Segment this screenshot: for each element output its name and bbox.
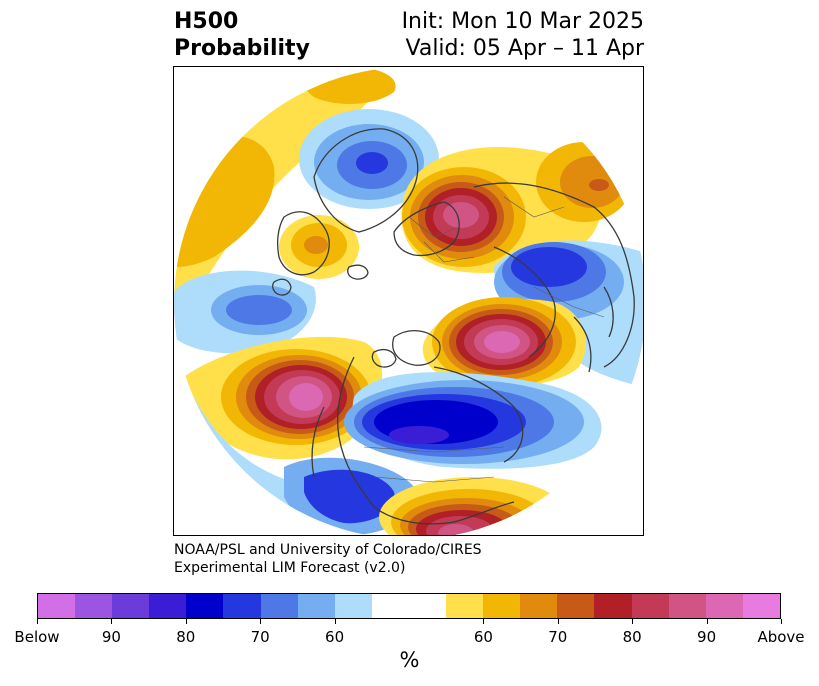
colorbar-tick-label: 60	[473, 628, 493, 646]
coastlines	[272, 128, 635, 525]
anomaly-above-sus	[379, 477, 569, 535]
colorbar-tick-mark	[707, 619, 708, 624]
colorbar-segment	[594, 594, 632, 618]
init-date: Init: Mon 10 Mar 2025	[401, 9, 644, 34]
colorbar-segment	[112, 594, 150, 618]
colorbar-segment	[334, 594, 372, 618]
colorbar-segment	[446, 594, 484, 618]
colorbar-tick-mark	[111, 619, 112, 624]
colorbar-tick-label: 80	[176, 628, 196, 646]
credit-line-1: NOAA/PSL and University of Colorado/CIRE…	[174, 542, 482, 558]
anomaly-above-europe	[279, 215, 359, 279]
chart-title-left: H500 Probability	[174, 8, 310, 62]
colorbar-segment	[631, 594, 669, 618]
colorbar-tick-labels: Below 90 80 70 60 60 70 80 90 Above	[0, 628, 819, 648]
colorbar-segment	[75, 594, 113, 618]
colorbar-segment	[705, 594, 743, 618]
colorbar-tick-label: 90	[697, 628, 717, 646]
anomaly-below-esiberia	[494, 240, 643, 387]
colorbar-unit: %	[399, 648, 420, 672]
colorbar-tick-label: Below	[14, 628, 60, 646]
anomaly-below-canada	[344, 372, 602, 469]
colorbar-tick-mark	[483, 619, 484, 624]
credit-line-2: Experimental LIM Forecast (v2.0)	[174, 560, 406, 576]
colorbar-tick-mark	[260, 619, 261, 624]
map-canvas	[174, 67, 643, 535]
probability-map	[173, 66, 644, 536]
credit-text: NOAA/PSL and University of Colorado/CIRE…	[174, 541, 482, 577]
political-borders	[363, 196, 605, 483]
colorbar-segment	[483, 594, 521, 618]
colorbar	[37, 593, 781, 619]
colorbar-tick-mark	[781, 619, 782, 624]
anomaly-above-siberia	[536, 142, 632, 222]
colorbar-segment	[742, 594, 780, 618]
colorbar-segment	[408, 594, 447, 618]
map-disk	[174, 67, 643, 535]
colorbar-segment	[149, 594, 187, 618]
chart-title-right: Init: Mon 10 Mar 2025 Valid: 05 Apr – 11…	[402, 8, 644, 62]
colorbar-tick-mark	[37, 619, 38, 624]
colorbar-segment	[557, 594, 595, 618]
colorbar-tick-mark	[558, 619, 559, 624]
colorbar-segment	[297, 594, 335, 618]
anomaly-above-galaska	[183, 336, 383, 460]
colorbar-segment	[668, 594, 706, 618]
anomaly-below-greenland	[299, 109, 439, 209]
colorbar-tick-label: 70	[548, 628, 568, 646]
colorbar-tick-label: 80	[622, 628, 642, 646]
colorbar-tick-label: 90	[101, 628, 121, 646]
title-quantity: Probability	[174, 36, 310, 61]
colorbar-segment	[371, 594, 409, 618]
colorbar-tick-label: 60	[325, 628, 345, 646]
anomaly-above-bering	[422, 297, 586, 387]
valid-range: Valid: 05 Apr – 11 Apr	[405, 36, 645, 61]
colorbar-segment	[260, 594, 298, 618]
colorbar-segment	[223, 594, 261, 618]
title-variable: H500	[174, 9, 239, 34]
colorbar-tick-mark	[632, 619, 633, 624]
colorbar-segment	[38, 594, 76, 618]
colorbar-tick-label: Above	[757, 628, 805, 646]
colorbar-tick-label: 70	[250, 628, 270, 646]
anomaly-below-atlantic	[174, 270, 316, 354]
colorbar-tick-mark	[335, 619, 336, 624]
colorbar-tick-mark	[186, 619, 187, 624]
colorbar-segment	[520, 594, 558, 618]
colorbar-segment	[186, 594, 224, 618]
